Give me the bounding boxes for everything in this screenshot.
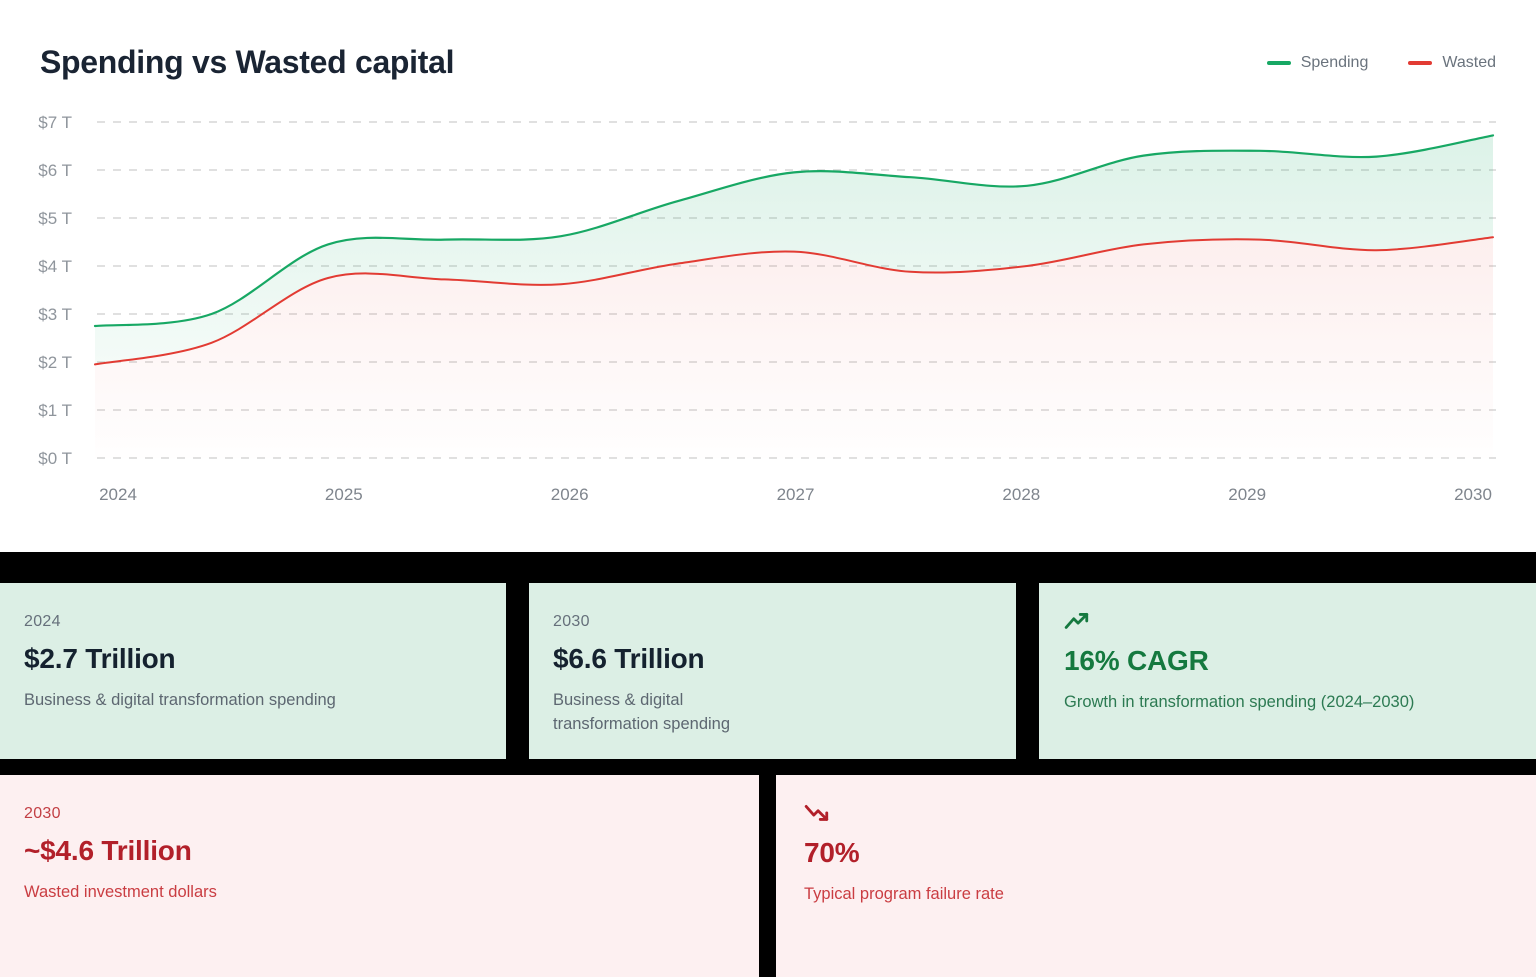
chart-title: Spending vs Wasted capital [40, 44, 455, 80]
stat-card-year-label: 2024 [24, 613, 61, 630]
y-axis-tick-label: $5 T [38, 209, 72, 228]
stat-card-value: $6.6 Trillion [553, 643, 705, 674]
spending-vs-wasted-chart: $0 T $1 T $2 T $3 T $4 T $5 T $6 T $7 T 2024 2025… [38, 113, 1496, 504]
trending-down-icon [804, 805, 829, 821]
chart-legend: Spending Wasted [1266, 54, 1496, 72]
legend-label-spending: Spending [1300, 54, 1369, 71]
stat-card-wasted-2030: 2030 ~$4.6 Trillion Wasted investment do… [0, 775, 759, 977]
stat-card-failure-rate: 70% Typical program failure rate [776, 775, 1536, 977]
x-axis-tick-label: 2025 [325, 485, 363, 504]
legend-label-wasted: Wasted [1442, 54, 1496, 71]
chart-panel: $0 T $1 T $2 T $3 T $4 T $5 T $6 T $7 T 2024 2025… [0, 0, 1536, 552]
stat-card-value: 70% [804, 837, 860, 868]
stat-card-value: $2.7 Trillion [24, 643, 176, 674]
x-axis-tick-label: 2026 [551, 485, 589, 504]
stat-card-year-label: 2030 [553, 613, 590, 630]
legend-item-spending: Spending [1266, 54, 1369, 72]
stat-card-value: 16% CAGR [1064, 645, 1209, 676]
y-axis-tick-label: $7 T [38, 113, 72, 132]
y-axis-tick-label: $0 T [38, 449, 72, 468]
wasted-area-fill [95, 237, 1493, 458]
x-axis-tick-label: 2024 [99, 485, 137, 504]
stat-card-spending-2024: 2024 $2.7 Trillion Business & digital tr… [0, 583, 506, 759]
stat-card-description: Typical program failure rate [804, 885, 1004, 903]
y-axis-tick-label: $2 T [38, 353, 72, 372]
spending-swatch-icon [1266, 61, 1291, 65]
trending-up-icon [1064, 613, 1089, 629]
wasted-swatch-icon [1408, 61, 1433, 65]
stat-card-cagr: 16% CAGR Growth in transformation spendi… [1039, 583, 1536, 759]
wasted-line [94, 236, 1494, 366]
x-axis-tick-label: 2029 [1228, 485, 1266, 504]
stat-card-description: Business & digital transformation spendi… [24, 691, 336, 709]
spending-line [93, 134, 1495, 328]
stat-card-description: Business & digital transformation spendi… [553, 691, 731, 733]
stat-card-value: ~$4.6 Trillion [24, 835, 192, 866]
stat-card-year-label: 2030 [24, 805, 61, 822]
x-axis-tick-label: 2028 [1002, 485, 1040, 504]
x-axis-tick-label: 2027 [777, 485, 815, 504]
y-axis-tick-label: $4 T [38, 257, 72, 276]
legend-item-wasted: Wasted [1408, 54, 1496, 72]
spending-area-fill [95, 135, 1493, 365]
y-axis-tick-label: $6 T [38, 161, 72, 180]
x-axis-tick-label: 2030 [1454, 485, 1492, 504]
stat-card-description: Growth in transformation spending (2024–… [1064, 693, 1415, 711]
y-axis-tick-label: $3 T [38, 305, 72, 324]
y-axis-tick-label: $1 T [38, 401, 72, 420]
stat-card-description: Wasted investment dollars [24, 883, 217, 901]
stat-card-spending-2030: 2030 $6.6 Trillion Business & digital tr… [529, 583, 1016, 759]
